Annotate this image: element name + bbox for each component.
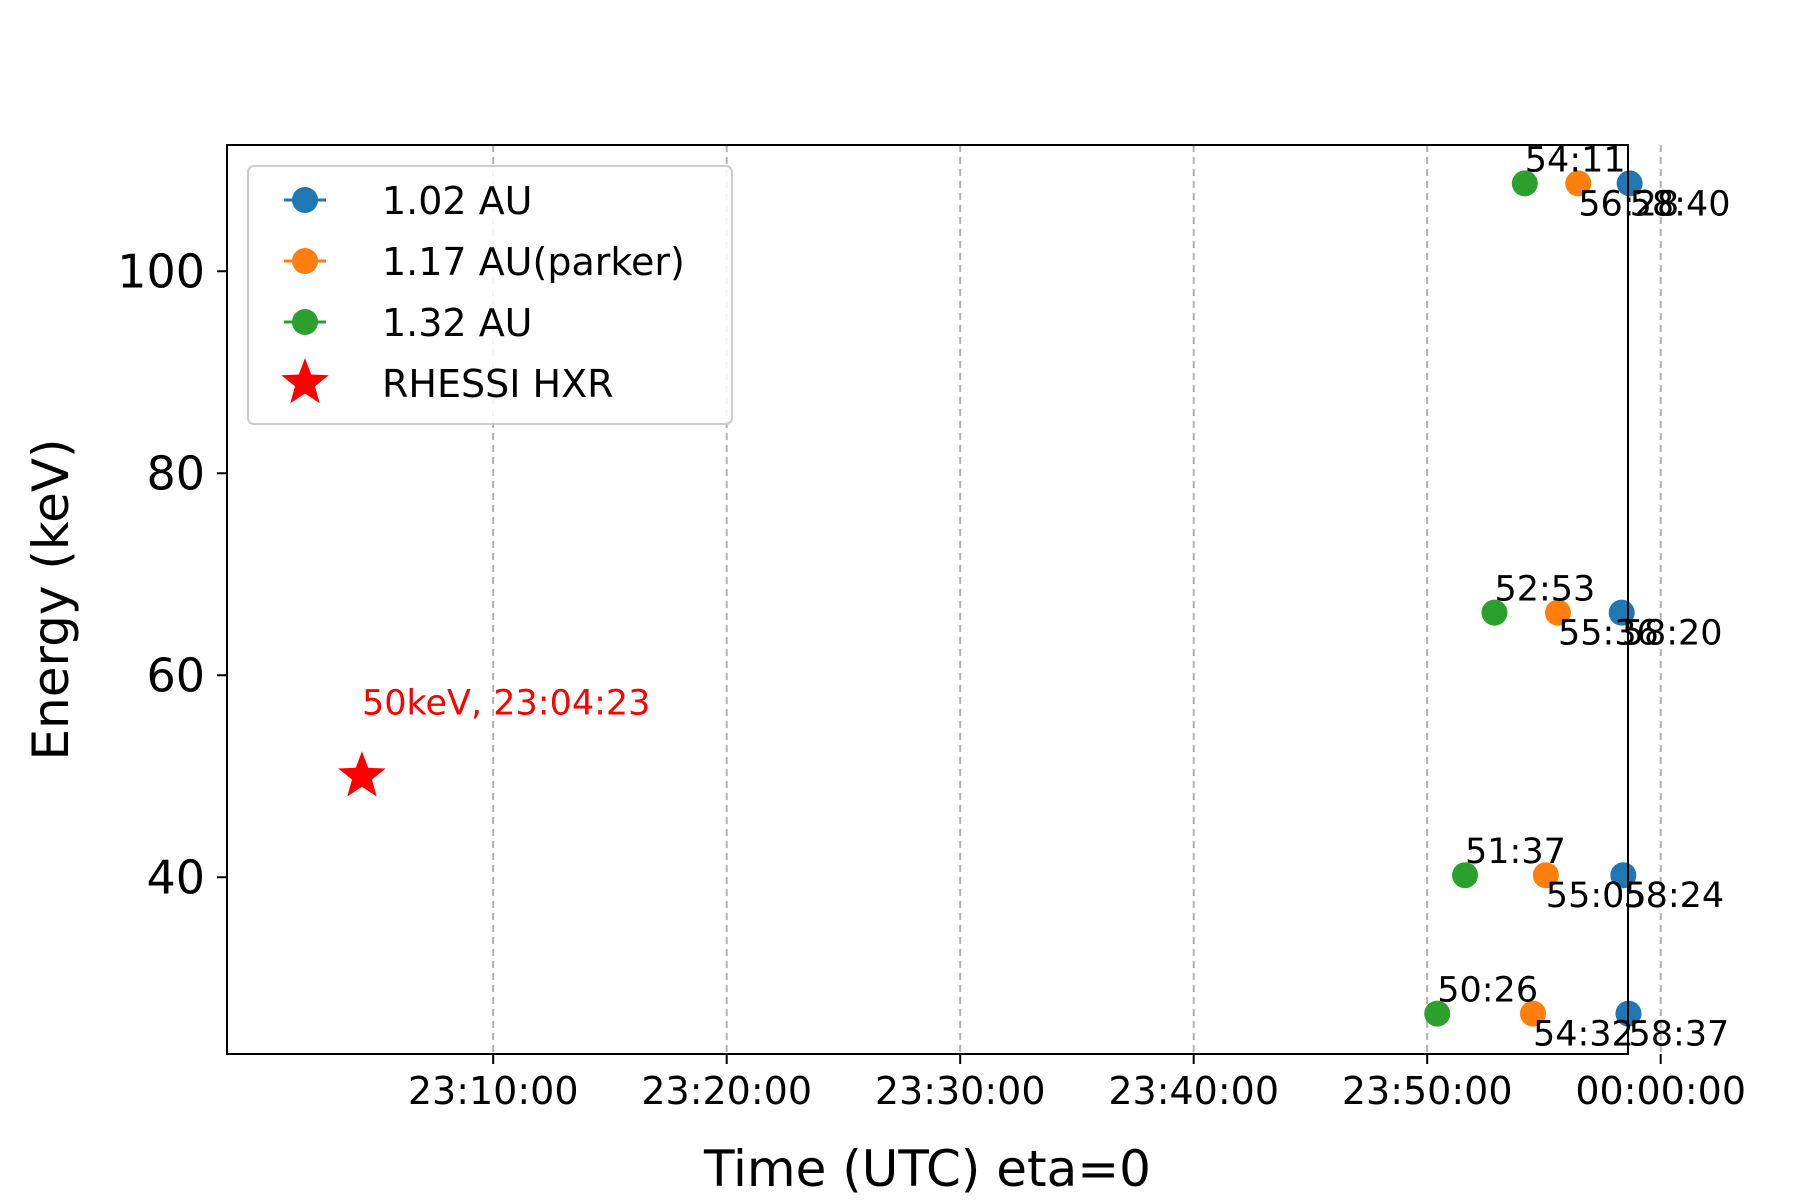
plot-frame xyxy=(226,144,1629,1055)
point-time-label: 58:37 xyxy=(1628,1015,1729,1055)
point-time-label: 55:36 xyxy=(1558,614,1659,654)
legend-entry-label: RHESSI HXR xyxy=(382,362,614,406)
data-point-1-02-au xyxy=(1610,862,1637,889)
x-tick-label: 00:00:00 xyxy=(1575,1069,1746,1113)
point-time-label: 52:53 xyxy=(1494,570,1595,610)
legend-entry-label: 1.02 AU xyxy=(382,179,533,223)
point-time-label: 58:24 xyxy=(1623,876,1724,916)
legend-frame xyxy=(247,165,733,425)
data-point-1-17-au-parker- xyxy=(1519,1000,1546,1027)
legend-marker-icon xyxy=(292,309,318,335)
point-time-label: 54:11 xyxy=(1525,140,1626,180)
data-point-1-17-au-parker- xyxy=(1544,599,1571,626)
grid-layer xyxy=(492,145,1662,1054)
y-axis-label: Energy (keV) xyxy=(22,438,80,760)
legend-marker-icon xyxy=(292,187,318,213)
x-tick-label: 23:30:00 xyxy=(875,1069,1046,1113)
point-time-label: 58:20 xyxy=(1622,614,1723,654)
point-time-label: 50:26 xyxy=(1437,971,1538,1011)
point-time-label: 51:37 xyxy=(1465,832,1566,872)
x-tick-label: 23:10:00 xyxy=(408,1069,579,1113)
marks-layer: 58:3758:2458:2058:4054:3255:0555:3656:28… xyxy=(338,140,1731,1055)
data-point-1-17-au-parker- xyxy=(1565,170,1592,197)
y-tick-label: 80 xyxy=(146,446,205,500)
x-axis-label: Time (UTC) eta=0 xyxy=(703,1140,1151,1198)
point-time-label: 58:40 xyxy=(1630,184,1731,224)
legend-star-icon xyxy=(281,358,329,404)
y-tick-label: 60 xyxy=(146,648,205,702)
x-tick-label: 23:20:00 xyxy=(641,1069,812,1113)
data-point-1-32-au xyxy=(1511,170,1538,197)
legend-marker-icon xyxy=(292,248,318,274)
x-tick-label: 23:40:00 xyxy=(1108,1069,1279,1113)
point-time-label: 54:32 xyxy=(1533,1015,1634,1055)
y-tick-label: 40 xyxy=(146,850,205,904)
tick-layer: 23:10:00 23:20:00 23:30:00 23:40:00 23:50:00… xyxy=(117,244,1746,1113)
hxr-annotation: 50keV, 23:04:23 xyxy=(362,683,650,723)
data-point-1-02-au xyxy=(1616,170,1643,197)
data-point-1-17-au-parker- xyxy=(1532,862,1559,889)
data-point-1-32-au xyxy=(1481,599,1508,626)
y-tick-label: 100 xyxy=(117,244,205,298)
legend-entry-label: 1.32 AU xyxy=(382,301,533,345)
data-point-1-32-au xyxy=(1424,1000,1451,1027)
legend-entry-label: 1.17 AU(parker) xyxy=(382,240,685,284)
legend: 1.02 AU 1.17 AU(parker) 1.32 AU RHESSI HXR xyxy=(247,165,733,425)
point-time-label: 55:05 xyxy=(1546,876,1647,916)
x-tick-label: 23:50:00 xyxy=(1342,1069,1513,1113)
hxr-star-point xyxy=(338,751,386,797)
data-point-1-32-au xyxy=(1452,862,1479,889)
